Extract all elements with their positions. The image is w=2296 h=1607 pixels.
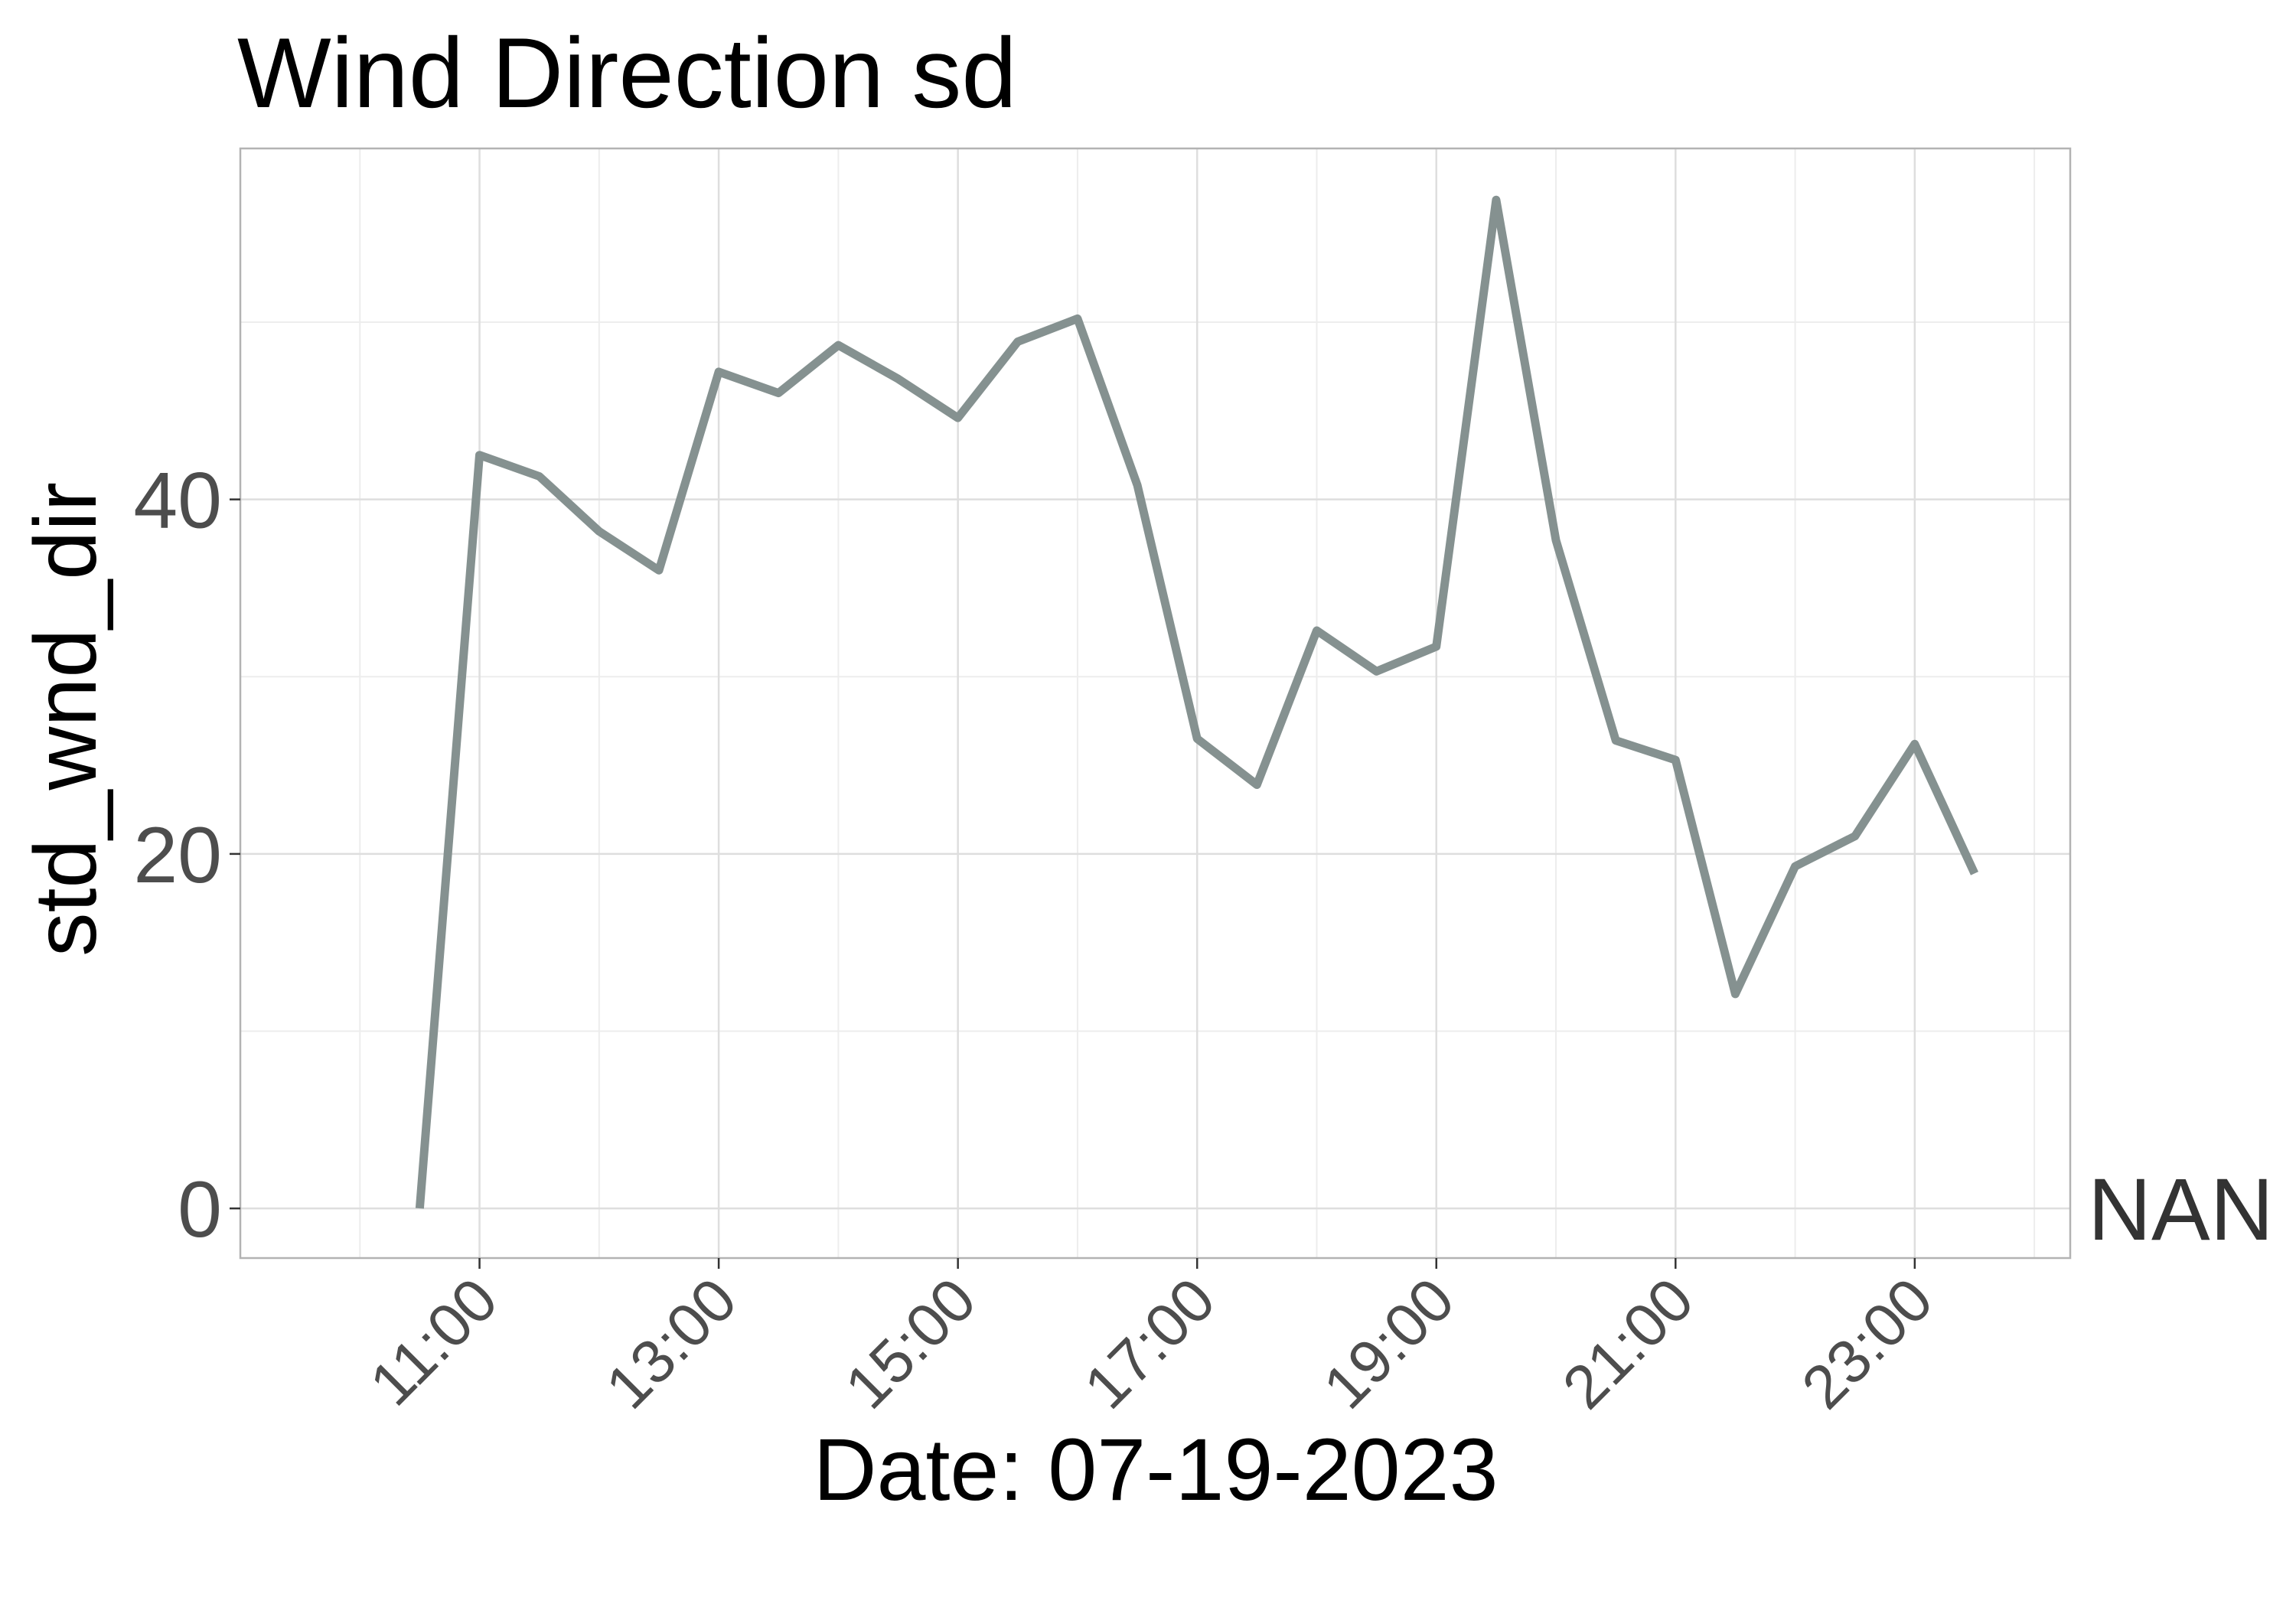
y-axis-ticks: 0 20 40 [133, 457, 240, 1254]
y-tick-label: 20 [133, 811, 222, 900]
y-axis-title: std_wnd_dir [17, 482, 115, 957]
nan-label: NAN [2088, 1161, 2274, 1259]
minor-gridlines [240, 148, 2070, 1258]
chart-title: Wind Direction sd [237, 17, 1017, 129]
x-tick-label: 17:00 [1071, 1265, 1228, 1421]
x-axis-ticks: 11:00 13:00 15:00 17:00 19:00 21:00 23:00 [357, 1258, 1945, 1422]
x-tick-label: 11:00 [357, 1265, 510, 1418]
plot-panel-border [239, 147, 2072, 1260]
x-tick-label: 13:00 [593, 1265, 749, 1421]
x-tick-label: 19:00 [1310, 1265, 1466, 1421]
x-tick-label: 21:00 [1550, 1265, 1706, 1421]
major-gridlines [240, 148, 2070, 1258]
y-tick-label: 40 [133, 457, 222, 546]
series-layer [415, 195, 1978, 1209]
x-axis-title: Date: 07-19-2023 [813, 1421, 1498, 1519]
x-tick-label: 23:00 [1789, 1265, 1945, 1421]
x-tick-label: 15:00 [832, 1265, 988, 1421]
y-tick-label: 0 [178, 1165, 222, 1254]
